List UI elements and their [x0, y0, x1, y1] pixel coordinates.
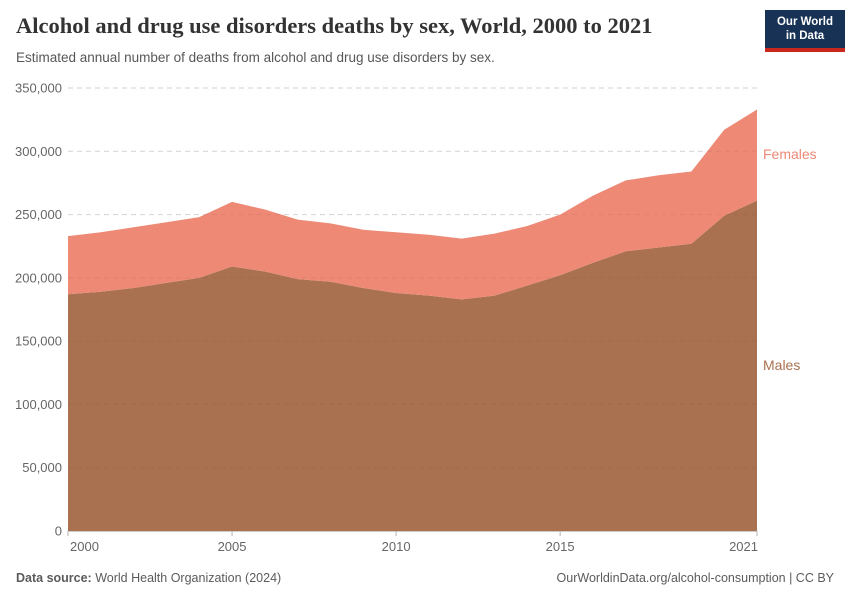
y-axis-label: 50,000 [22, 460, 62, 475]
x-axis-label: 2000 [70, 539, 99, 554]
datasource-value[interactable]: World Health Organization (2024) [91, 571, 282, 585]
chart-subtitle: Estimated annual number of deaths from a… [16, 50, 495, 65]
y-axis-label: 300,000 [15, 144, 62, 159]
chart-title: Alcohol and drug use disorders deaths by… [16, 13, 653, 38]
x-axis-label: 2005 [218, 539, 247, 554]
y-axis-label: 200,000 [15, 270, 62, 285]
datasource-label: Data source: [16, 571, 92, 585]
series-label-females: Females [763, 146, 817, 163]
owid-logo-line1: Our World [776, 16, 833, 28]
y-axis-label: 250,000 [15, 207, 62, 222]
owid-logo-line2: in Data [785, 30, 825, 43]
area-females[interactable] [68, 109, 757, 300]
datasource-line: Data source: World Health Organization (… [16, 571, 281, 585]
y-axis-label: 350,000 [15, 81, 62, 96]
area-males[interactable] [68, 200, 757, 531]
y-axis-label: 100,000 [15, 397, 62, 412]
y-axis-label: 150,000 [15, 334, 62, 349]
series-label-males: Males [763, 356, 801, 373]
x-axis-label: 2021 [729, 539, 758, 554]
footer-url[interactable]: OurWorldinData.org/alcohol-consumption |… [556, 571, 834, 585]
y-axis-label: 0 [55, 524, 62, 539]
x-axis-label: 2010 [382, 539, 411, 554]
owid-logo[interactable]: Our World in Data [765, 10, 845, 52]
x-axis-label: 2015 [546, 539, 575, 554]
